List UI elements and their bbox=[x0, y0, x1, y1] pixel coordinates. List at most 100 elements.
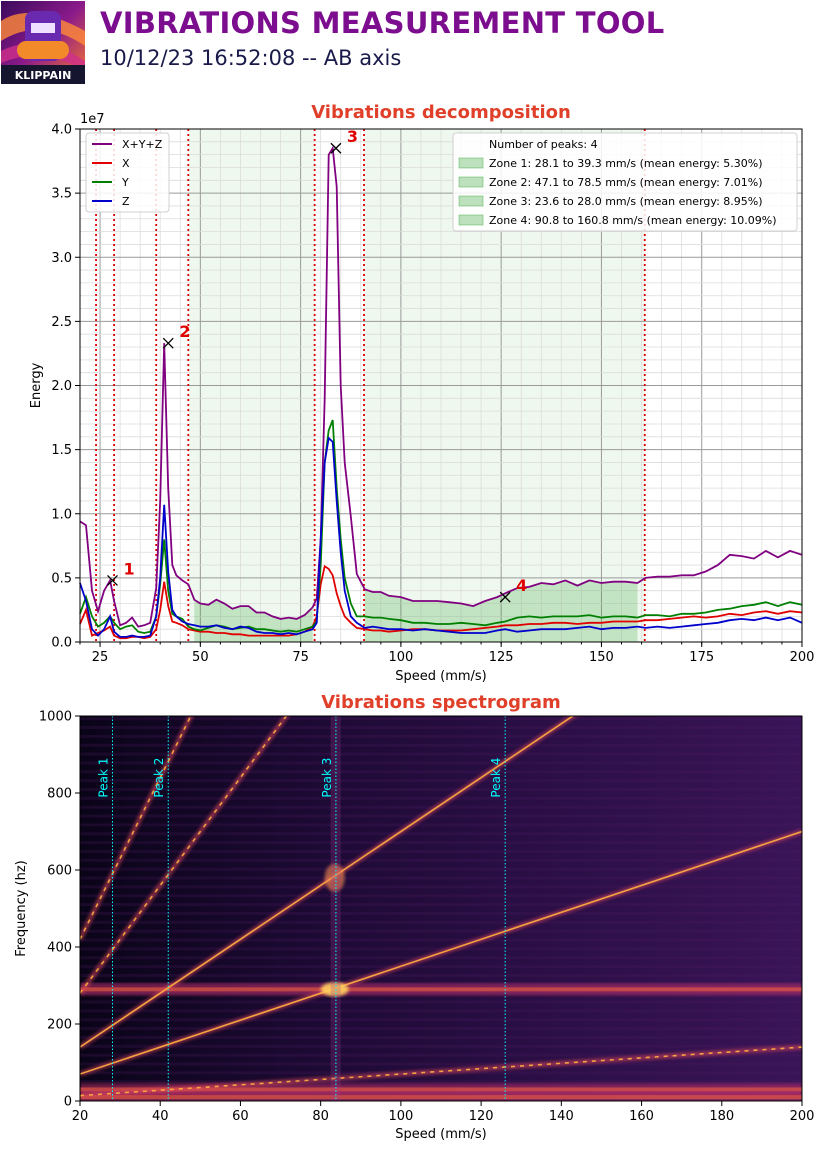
peak-label: 2 bbox=[179, 322, 190, 341]
texture-band bbox=[80, 814, 802, 818]
y-tick-label: 1000 bbox=[39, 710, 72, 725]
y-tick-label: 2.0 bbox=[51, 379, 72, 394]
page-subtitle: 10/12/23 16:52:08 -- AB axis bbox=[100, 46, 402, 70]
y-axis-label: Energy bbox=[29, 362, 44, 408]
texture-band bbox=[80, 867, 802, 871]
harmonic-ridge bbox=[80, 716, 288, 994]
y-axis-label: Frequency (hz) bbox=[14, 860, 29, 957]
x-axis-label: Speed (mm/s) bbox=[395, 1127, 487, 1142]
zone-legend-swatch bbox=[458, 214, 484, 226]
plot-frame bbox=[79, 715, 803, 1102]
texture-band bbox=[80, 947, 802, 951]
x-tick-label: 50 bbox=[192, 650, 209, 665]
peak-marker bbox=[162, 337, 174, 349]
texture-band bbox=[80, 1027, 802, 1031]
zone-legend-header: Number of peaks: 4 bbox=[489, 138, 598, 151]
x-tick-label: 40 bbox=[152, 1109, 169, 1124]
logo-text: KLIPPAIN bbox=[15, 69, 72, 82]
peak-line-label: Peak 2 bbox=[152, 758, 166, 798]
texture-band bbox=[80, 885, 802, 889]
peak-line-label: Peak 4 bbox=[489, 758, 503, 798]
x-tick-label: 100 bbox=[388, 650, 413, 665]
texture-band bbox=[80, 894, 802, 898]
series-line-z bbox=[79, 436, 803, 638]
y-tick-label: 1.5 bbox=[51, 443, 72, 458]
x-tick-label: 180 bbox=[709, 1109, 734, 1124]
x-tick-label: 80 bbox=[312, 1109, 329, 1124]
texture-band bbox=[80, 920, 802, 924]
texture-band bbox=[80, 832, 802, 836]
texture-band bbox=[80, 796, 802, 800]
chart-title: Vibrations decomposition bbox=[311, 102, 571, 123]
texture-band bbox=[80, 956, 802, 960]
texture-band bbox=[80, 849, 802, 853]
x-tick-label: 60 bbox=[232, 1109, 249, 1124]
harmonic-ridge bbox=[80, 716, 575, 1048]
y-tick-label: 200 bbox=[47, 1018, 72, 1033]
header: KLIPPAIN VIBRATIONS MEASUREMENT TOOL 10/… bbox=[0, 0, 830, 90]
texture-band bbox=[80, 911, 802, 915]
x-tick-label: 100 bbox=[388, 1109, 413, 1124]
x-tick-label: 20 bbox=[72, 1109, 89, 1124]
zone-legend-entry: Zone 4: 90.8 to 160.8 mm/s (mean energy:… bbox=[489, 214, 777, 227]
peak-line-label: Peak 3 bbox=[320, 758, 334, 798]
texture-band bbox=[80, 929, 802, 933]
texture-band bbox=[80, 841, 802, 845]
y-tick-label: 1.0 bbox=[51, 507, 72, 522]
texture-band bbox=[80, 734, 802, 738]
y-tick-label: 0.0 bbox=[51, 636, 72, 651]
texture-band bbox=[80, 823, 802, 827]
texture-band bbox=[80, 1009, 802, 1013]
y-tick-label: 3.0 bbox=[51, 251, 72, 266]
x-tick-label: 25 bbox=[92, 650, 109, 665]
texture-band bbox=[80, 973, 802, 977]
harmonic-ridge bbox=[80, 1046, 802, 1097]
spectrogram-image bbox=[80, 716, 802, 1101]
texture-band bbox=[80, 726, 802, 730]
texture-band bbox=[80, 938, 802, 942]
texture-band bbox=[80, 876, 802, 880]
harmonic-ridge bbox=[80, 830, 802, 1075]
legend-label: Z bbox=[122, 195, 130, 208]
texture-band bbox=[80, 761, 802, 765]
peak-marker bbox=[107, 574, 118, 586]
x-tick-label: 200 bbox=[790, 650, 815, 665]
texture-band bbox=[80, 770, 802, 774]
y-tick-label: 4.0 bbox=[51, 123, 72, 138]
texture-band bbox=[80, 1044, 802, 1048]
peak-label: 3 bbox=[347, 127, 358, 146]
y-tick-label: 2.5 bbox=[51, 315, 72, 330]
zone-legend-entry: Zone 3: 23.6 to 28.0 mm/s (mean energy: … bbox=[489, 195, 763, 208]
texture-band bbox=[80, 1000, 802, 1004]
texture-band bbox=[80, 787, 802, 791]
vibrations-decomposition-chart: Vibrations decomposition 1 2 3 4 25 50 75 100 125… bbox=[29, 102, 815, 684]
hotspot bbox=[324, 863, 345, 892]
zone-legend-entry: Zone 2: 47.1 to 78.5 mm/s (mean energy: … bbox=[489, 176, 763, 189]
x-tick-label: 120 bbox=[469, 1109, 494, 1124]
texture-band bbox=[80, 717, 802, 721]
texture-band bbox=[80, 965, 802, 969]
x-tick-label: 150 bbox=[589, 650, 614, 665]
texture-band bbox=[80, 1080, 802, 1084]
x-tick-label: 140 bbox=[549, 1109, 574, 1124]
x-tick-label: 200 bbox=[790, 1109, 815, 1124]
texture-band bbox=[80, 1035, 802, 1039]
zone-legend-swatch bbox=[458, 157, 484, 169]
y-tick-label: 400 bbox=[47, 941, 72, 956]
series-legend-box bbox=[85, 132, 170, 213]
peak-label: 1 bbox=[123, 559, 134, 578]
zone-legend-swatch bbox=[458, 195, 484, 207]
zone-legend-swatch bbox=[458, 176, 484, 188]
series-line-x bbox=[79, 564, 803, 640]
zone-legend-box bbox=[452, 132, 798, 232]
spectrogram-background bbox=[80, 716, 802, 1101]
klippain-logo: KLIPPAIN bbox=[1, 1, 85, 84]
page-title: VIBRATIONS MEASUREMENT TOOL bbox=[100, 6, 665, 40]
peak-marker bbox=[499, 591, 511, 603]
series-line-xyz bbox=[79, 145, 803, 628]
peak-marker bbox=[330, 142, 342, 154]
vibrations-spectrogram-chart: Vibrations spectrogram Peak 1 Peak 2 Peak 3… bbox=[14, 692, 815, 1142]
peak-label: 4 bbox=[516, 576, 527, 595]
texture-band bbox=[80, 1062, 802, 1066]
legend-label: X bbox=[122, 157, 130, 170]
